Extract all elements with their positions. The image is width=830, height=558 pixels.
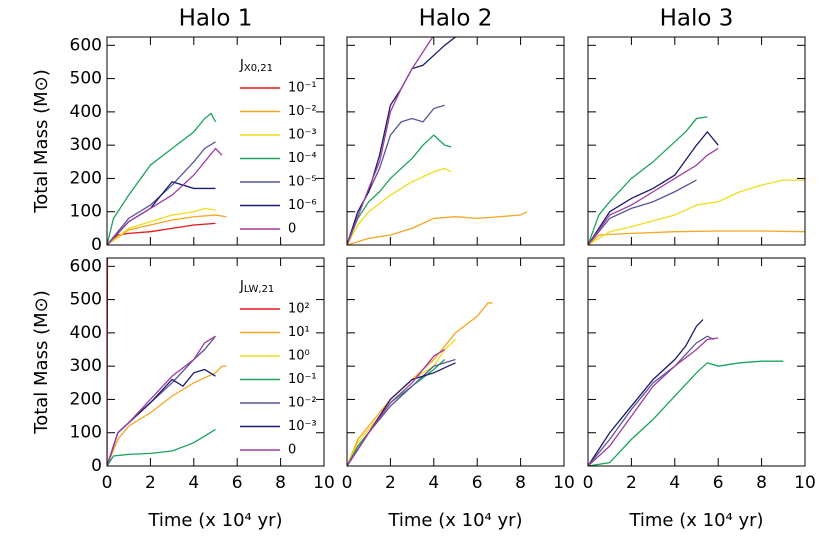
data-line bbox=[588, 231, 805, 245]
x-axis-label: Time (x 10⁴ yr) bbox=[147, 510, 282, 531]
legend-title: JLW,21 bbox=[239, 279, 274, 296]
data-line bbox=[107, 148, 222, 245]
x-tick-label: 0 bbox=[102, 473, 113, 493]
panel-title: Halo 3 bbox=[660, 6, 734, 32]
x-axis-label: Time (x 10⁴ yr) bbox=[628, 510, 763, 531]
x-tick-label: 8 bbox=[275, 473, 286, 493]
data-line bbox=[107, 215, 226, 245]
legend-label: 0 bbox=[288, 222, 296, 237]
y-tick-label: 100 bbox=[70, 202, 102, 222]
legend-title-sub: LW,21 bbox=[244, 284, 274, 295]
y-tick-label: 0 bbox=[91, 456, 102, 476]
legend-label: 10⁻³ bbox=[288, 419, 317, 434]
legend-label: 10⁻³ bbox=[288, 128, 317, 143]
y-tick-label: 500 bbox=[70, 290, 102, 310]
data-line bbox=[347, 168, 451, 245]
y-axis-label: Total Mass (M⊙) bbox=[31, 290, 52, 434]
panel-title: Halo 2 bbox=[419, 6, 493, 32]
x-tick-label: 6 bbox=[713, 473, 724, 493]
legend-label: 10¹ bbox=[288, 325, 310, 340]
x-tick-label: 0 bbox=[583, 473, 594, 493]
y-tick-label: 600 bbox=[70, 35, 102, 55]
data-line bbox=[347, 35, 434, 245]
x-tick-label: 10 bbox=[313, 473, 335, 493]
data-line bbox=[588, 338, 718, 466]
data-line bbox=[347, 105, 445, 245]
x-tick-label: 4 bbox=[188, 473, 199, 493]
x-tick-label: 6 bbox=[472, 473, 483, 493]
data-line bbox=[588, 132, 718, 245]
panel-title: Halo 1 bbox=[179, 6, 253, 32]
plot-frame bbox=[347, 258, 564, 466]
data-line bbox=[347, 363, 456, 466]
data-line bbox=[347, 303, 492, 466]
y-tick-label: 0 bbox=[91, 235, 102, 255]
data-line bbox=[107, 429, 216, 466]
y-tick-label: 400 bbox=[70, 102, 102, 122]
x-tick-label: 2 bbox=[145, 473, 156, 493]
legend-label: 10⁻² bbox=[288, 396, 317, 411]
legend-label: 10⁰ bbox=[288, 349, 310, 364]
plot-frame bbox=[588, 258, 805, 466]
y-tick-label: 300 bbox=[70, 356, 102, 376]
x-tick-label: 8 bbox=[756, 473, 767, 493]
x-tick-label: 10 bbox=[553, 473, 575, 493]
data-line bbox=[588, 361, 783, 466]
legend-label: 10⁻¹ bbox=[288, 81, 317, 96]
legend-label: 10⁻¹ bbox=[288, 372, 317, 387]
y-tick-label: 100 bbox=[70, 423, 102, 443]
legend-label: 10⁻⁵ bbox=[288, 175, 317, 190]
x-axis-label: Time (x 10⁴ yr) bbox=[387, 510, 522, 531]
y-tick-label: 400 bbox=[70, 323, 102, 343]
x-tick-label: 0 bbox=[342, 473, 353, 493]
y-tick-label: 500 bbox=[70, 69, 102, 89]
x-tick-label: 4 bbox=[669, 473, 680, 493]
plot-frame bbox=[347, 37, 564, 245]
data-line bbox=[107, 369, 216, 466]
x-tick-label: 4 bbox=[428, 473, 439, 493]
x-tick-label: 10 bbox=[794, 473, 816, 493]
legend-label: 0 bbox=[288, 443, 296, 458]
data-line bbox=[347, 350, 445, 466]
data-line bbox=[347, 360, 456, 466]
y-tick-label: 300 bbox=[70, 135, 102, 155]
legend-label: 10⁻⁶ bbox=[288, 198, 317, 213]
y-axis-label: Total Mass (M⊙) bbox=[31, 69, 52, 213]
data-line bbox=[588, 336, 714, 466]
legend-label: 10⁻⁴ bbox=[288, 151, 317, 166]
data-line bbox=[347, 212, 527, 245]
y-tick-label: 200 bbox=[70, 389, 102, 409]
y-tick-label: 200 bbox=[70, 168, 102, 188]
x-tick-label: 2 bbox=[385, 473, 396, 493]
legend-label: 10⁻² bbox=[288, 104, 317, 119]
data-line bbox=[107, 182, 216, 245]
y-tick-label: 600 bbox=[70, 256, 102, 276]
x-tick-label: 6 bbox=[232, 473, 243, 493]
data-line bbox=[588, 117, 707, 245]
data-line bbox=[347, 360, 445, 466]
x-tick-label: 2 bbox=[626, 473, 637, 493]
data-line bbox=[347, 340, 456, 466]
legend-title: JX0,21 bbox=[239, 58, 273, 75]
data-line bbox=[107, 336, 216, 466]
legend-title-sub: X0,21 bbox=[244, 63, 273, 74]
legend-label: 10² bbox=[288, 302, 310, 317]
data-line bbox=[107, 336, 216, 466]
x-tick-label: 8 bbox=[515, 473, 526, 493]
data-line bbox=[588, 148, 718, 245]
